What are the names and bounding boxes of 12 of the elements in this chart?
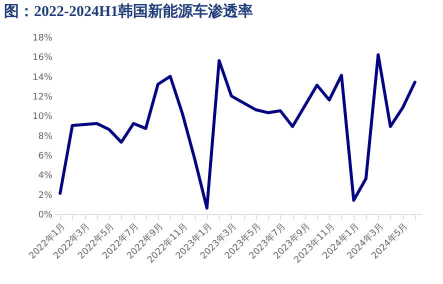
- line-series: [58, 53, 416, 210]
- y-tick-label: 16%: [32, 53, 53, 64]
- y-tick-label: 14%: [32, 72, 53, 83]
- y-tick-label: 8%: [38, 132, 53, 142]
- y-tick-label: 12%: [32, 92, 53, 102]
- y-tick-label: 10%: [32, 112, 53, 122]
- y-tick-label: 6%: [38, 152, 53, 162]
- y-tick-label: 18%: [32, 34, 53, 44]
- y-tick-label: 4%: [38, 171, 53, 182]
- chart-title: 图：2022-2024H1韩国新能源车渗透率: [4, 2, 254, 20]
- y-tick-label: 0%: [38, 210, 53, 220]
- y-tick-label: 2%: [38, 190, 53, 201]
